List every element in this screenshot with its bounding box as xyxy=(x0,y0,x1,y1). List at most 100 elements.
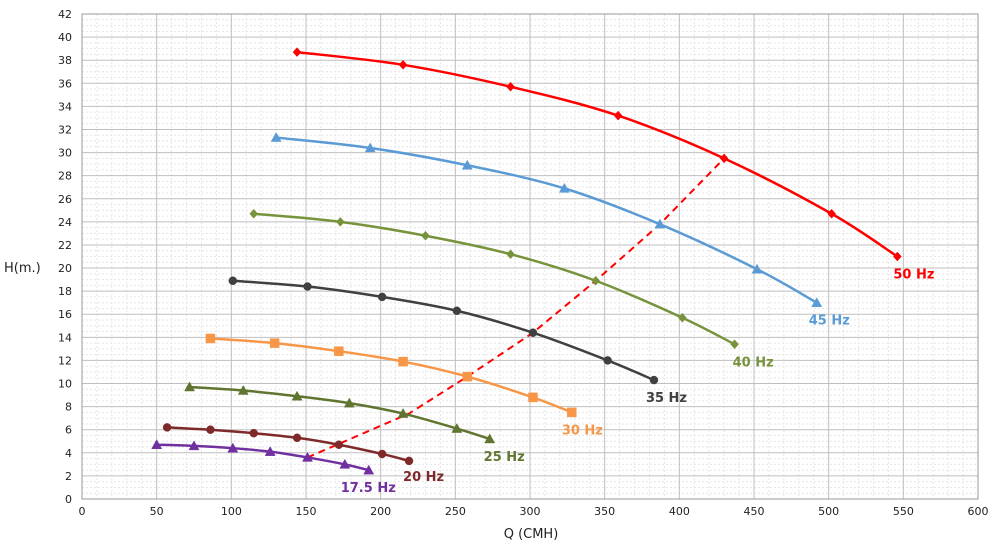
y-tick-label: 8 xyxy=(65,401,72,414)
data-point xyxy=(363,464,375,475)
y-axis-label: H(m.) xyxy=(4,261,41,276)
data-point xyxy=(558,182,570,193)
data-point xyxy=(452,306,462,316)
x-tick-label: 500 xyxy=(818,505,839,518)
data-point xyxy=(249,428,258,438)
data-point xyxy=(291,390,303,401)
series-label: 30 Hz xyxy=(562,423,603,438)
data-point xyxy=(364,142,376,153)
data-point xyxy=(506,81,515,92)
y-tick-label: 12 xyxy=(58,354,72,367)
y-tick-label: 14 xyxy=(58,331,72,344)
series-label: 50 Hz xyxy=(893,268,934,283)
data-point xyxy=(751,263,763,274)
data-point xyxy=(528,328,538,337)
data-point xyxy=(603,356,612,365)
data-point xyxy=(334,440,344,449)
y-tick-label: 10 xyxy=(58,378,72,391)
series-line xyxy=(232,279,655,382)
data-point xyxy=(249,208,259,219)
y-tick-label: 0 xyxy=(65,493,72,506)
x-tick-label: 550 xyxy=(893,505,914,518)
data-point xyxy=(151,439,163,449)
data-point xyxy=(206,425,215,434)
series-label: 45 Hz xyxy=(809,314,850,329)
data-point xyxy=(302,451,313,462)
data-point xyxy=(184,381,195,392)
data-point xyxy=(303,282,312,291)
data-point xyxy=(811,297,823,307)
data-point xyxy=(162,423,172,432)
x-tick-label: 0 xyxy=(79,505,86,518)
series-label: 40 Hz xyxy=(733,355,774,370)
data-point xyxy=(264,446,276,456)
data-point xyxy=(404,456,414,466)
y-tick-label: 2 xyxy=(65,470,72,483)
x-tick-label: 200 xyxy=(370,505,391,518)
data-point xyxy=(462,371,473,382)
data-point xyxy=(270,132,282,142)
x-axis-ticks: 0 50 100 150 200 250 300 350 400 450 500 550 600 xyxy=(79,505,989,518)
data-point xyxy=(336,216,345,227)
data-point xyxy=(461,159,473,170)
y-tick-label: 26 xyxy=(58,193,72,206)
y-tick-label: 16 xyxy=(58,308,72,321)
y-tick-label: 28 xyxy=(58,170,72,183)
y-tick-label: 32 xyxy=(58,123,72,136)
data-point xyxy=(421,230,430,241)
data-point xyxy=(227,442,239,453)
data-point xyxy=(397,408,409,418)
series-40-hz xyxy=(249,208,739,350)
y-tick-label: 6 xyxy=(65,424,72,437)
x-tick-label: 600 xyxy=(968,505,989,518)
data-point xyxy=(591,275,601,286)
data-point xyxy=(528,392,538,403)
data-point xyxy=(269,338,280,348)
data-point xyxy=(827,208,836,219)
series-30-hz xyxy=(205,333,577,418)
data-point xyxy=(339,458,351,469)
x-tick-label: 450 xyxy=(744,505,765,518)
data-point xyxy=(398,356,408,367)
data-point xyxy=(451,423,463,433)
data-point xyxy=(730,339,739,350)
data-point xyxy=(719,153,729,164)
data-point xyxy=(567,407,577,418)
series-label: 25 Hz xyxy=(484,450,525,465)
series-20-hz xyxy=(162,423,414,466)
y-tick-label: 42 xyxy=(58,8,72,21)
series-25-hz xyxy=(184,381,496,444)
y-tick-label: 20 xyxy=(58,262,72,275)
y-tick-label: 18 xyxy=(58,285,72,298)
x-tick-label: 400 xyxy=(669,505,690,518)
x-tick-label: 250 xyxy=(445,505,466,518)
major-grid xyxy=(81,13,979,500)
series-50-hz xyxy=(292,47,902,262)
data-point xyxy=(377,449,387,459)
data-point xyxy=(677,312,687,323)
data-point xyxy=(292,47,302,57)
x-tick-label: 300 xyxy=(520,505,541,518)
series-labels-layer: 50 Hz 45 Hz 40 Hz 35 Hz 30 Hz 25 Hz 20 Hz 17.5 … xyxy=(341,268,935,497)
x-tick-label: 350 xyxy=(594,505,615,518)
data-point xyxy=(398,59,408,70)
series-label: 17.5 Hz xyxy=(341,481,396,496)
y-tick-label: 36 xyxy=(58,77,72,90)
series-layer xyxy=(151,47,902,475)
series-label: 20 Hz xyxy=(403,470,444,485)
series-35-hz xyxy=(228,276,659,385)
y-tick-label: 38 xyxy=(58,54,72,67)
data-point xyxy=(613,110,623,121)
data-point xyxy=(484,433,496,444)
y-tick-label: 30 xyxy=(58,147,72,160)
x-tick-label: 150 xyxy=(296,505,317,518)
data-point xyxy=(292,433,302,443)
data-point xyxy=(654,218,666,229)
series-label: 35 Hz xyxy=(646,391,687,406)
y-tick-label: 24 xyxy=(58,216,72,229)
series-line xyxy=(156,443,370,472)
plot-frame xyxy=(81,13,979,500)
series-line xyxy=(167,426,410,463)
